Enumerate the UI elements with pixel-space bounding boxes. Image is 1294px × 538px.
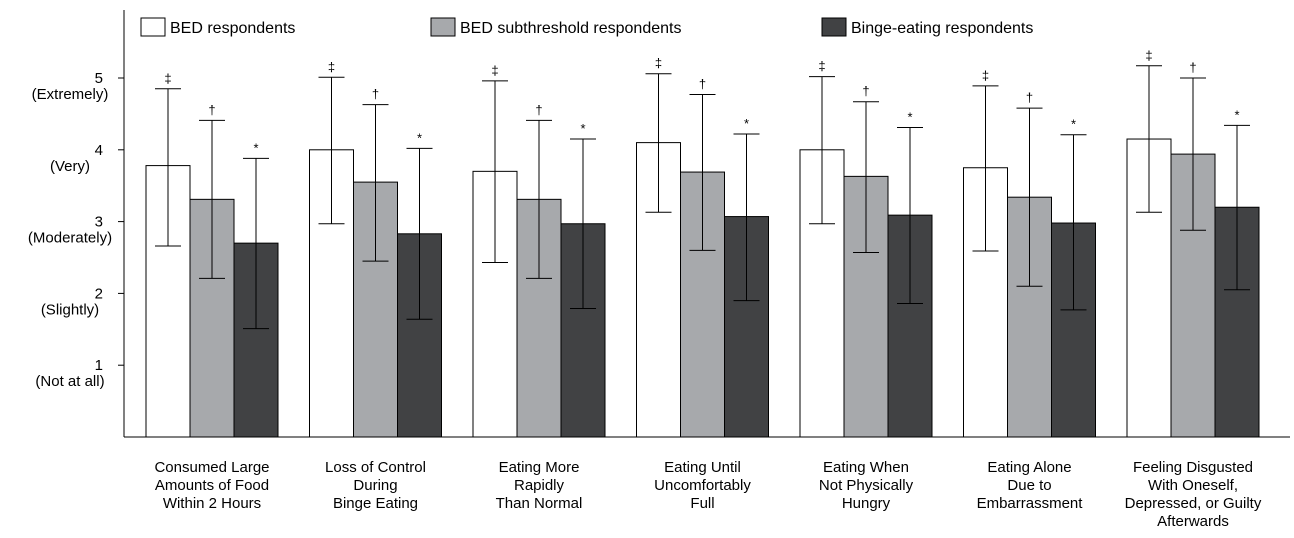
x-axis-labels: Consumed Large Amounts of Food Within 2 Ho…: [154, 459, 1261, 530]
y-tick-number: 5: [95, 70, 103, 87]
category-label-line: Embarrassment: [977, 495, 1084, 512]
category-label-line: Eating Alone: [987, 459, 1071, 476]
significance-marker: *: [907, 110, 912, 125]
y-tick-label: (Slightly): [41, 301, 99, 318]
legend: BED respondents BED subthreshold respond…: [140, 17, 1033, 37]
category-label-line: Loss of Control: [325, 459, 426, 476]
y-tick-number: 1: [95, 357, 103, 374]
category-label-line: Feeling Disgusted: [1133, 459, 1253, 476]
significance-marker: *: [417, 130, 422, 145]
significance-marker: ‡: [818, 59, 825, 74]
significance-marker: ‡: [1145, 48, 1152, 63]
y-axis-labels: 1(Not at all) 2(Slightly) 3(Moderately) 4 (V…: [28, 70, 112, 390]
y-tick-number: 2: [95, 285, 103, 302]
category-label-line: Than Normal: [496, 495, 583, 512]
category-label: Eating Alone Due to Embarrassment: [977, 459, 1084, 512]
y-tick-number: 4: [95, 142, 103, 159]
legend-item-binge-eating: Binge-eating respondents: [821, 17, 1033, 37]
significance-marker: ‡: [491, 63, 498, 78]
legend-label-bed: BED respondents: [170, 20, 295, 37]
category-label-line: Consumed Large: [154, 459, 269, 476]
legend-label-bed-subthreshold: BED subthreshold respondents: [460, 20, 681, 37]
category-label: Consumed Large Amounts of Food Within 2 Ho…: [154, 459, 269, 512]
category-label-line: Binge Eating: [333, 495, 418, 512]
category-label: Eating More Rapidly Than Normal: [496, 459, 583, 512]
category-label-line: Amounts of Food: [155, 477, 269, 494]
significance-marker: †: [208, 102, 215, 117]
significance-marker: *: [253, 140, 258, 155]
category-label: Feeling Disgusted With Oneself, Depressed,…: [1125, 459, 1262, 530]
category-label-line: Hungry: [842, 495, 891, 512]
category-label-line: Within 2 Hours: [163, 495, 261, 512]
category-label-line: Due to: [1007, 477, 1051, 494]
y-tick-label: (Not at all): [35, 373, 104, 390]
significance-marker: †: [372, 87, 379, 102]
category-label-line: Afterwards: [1157, 513, 1229, 530]
significance-marker: *: [580, 121, 585, 136]
category-label-line: Full: [690, 495, 714, 512]
category-label-line: Uncomfortably: [654, 477, 751, 494]
significance-marker: ‡: [982, 68, 989, 83]
category-label-line: With Oneself,: [1148, 477, 1238, 494]
legend-swatch-binge-eating: [821, 17, 847, 37]
y-tick-label: (Extremely): [32, 86, 109, 103]
significance-marker: ‡: [164, 71, 171, 86]
category-label-line: Depressed, or Guilty: [1125, 495, 1262, 512]
significance-marker: †: [862, 84, 869, 99]
y-tick-number: 3: [95, 214, 103, 231]
category-label-line: Not Physically: [819, 477, 914, 494]
significance-marker: ‡: [655, 56, 662, 71]
category-label-line: Eating Until: [664, 459, 741, 476]
legend-swatch-bed: [140, 17, 166, 37]
significance-marker: †: [535, 102, 542, 117]
error-bars: ‡ ‡ ‡ ‡ ‡ ‡ ‡ † † † † † † † * * * * * * *: [155, 48, 1250, 330]
legend-label-binge-eating: Binge-eating respondents: [851, 20, 1033, 37]
significance-marker: †: [1026, 90, 1033, 105]
category-label: Loss of Control During Binge Eating: [325, 459, 426, 512]
significance-marker: †: [699, 77, 706, 92]
legend-item-bed: BED respondents: [140, 17, 295, 37]
category-label: Eating Until Uncomfortably Full: [654, 459, 751, 512]
category-label-line: Eating More: [499, 459, 580, 476]
significance-marker: ‡: [328, 59, 335, 74]
legend-swatch-bed-subthreshold: [430, 17, 456, 37]
significance-marker: *: [744, 116, 749, 131]
significance-marker: *: [1071, 117, 1076, 132]
category-label-line: Eating When: [823, 459, 909, 476]
significance-marker: *: [1234, 107, 1239, 122]
y-tick-label: (Moderately): [28, 230, 112, 247]
category-label-line: During: [353, 477, 397, 494]
y-tick-label: (Very): [50, 158, 90, 175]
legend-item-bed-subthreshold: BED subthreshold respondents: [430, 17, 681, 37]
category-label: Eating When Not Physically Hungry: [819, 459, 914, 512]
category-label-line: Rapidly: [514, 477, 565, 494]
significance-marker: †: [1189, 60, 1196, 75]
